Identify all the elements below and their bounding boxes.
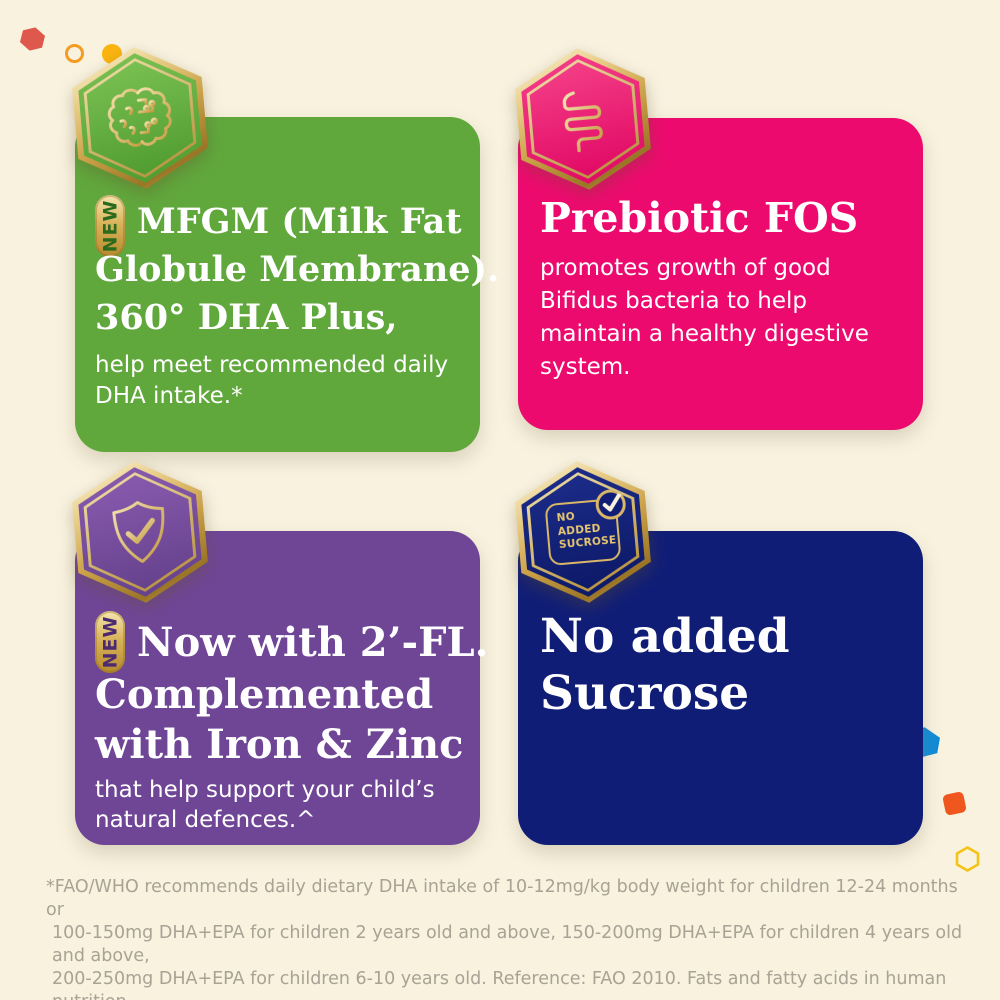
sucrose-heading-line1: No added: [540, 609, 790, 664]
mfgm-heading-line3: 360° DHA Plus,: [95, 297, 398, 338]
badge-icon-area: [527, 58, 639, 180]
new-ribbon-label: NEW: [99, 199, 121, 253]
intestine-icon: [543, 79, 623, 159]
prebiotic-body: promotes growth of good Bifidus bacteria…: [540, 255, 869, 380]
check-circle-icon: [592, 486, 629, 523]
no-added-sucrose-stamp-icon: NO ADDED SUCROSE: [544, 498, 621, 566]
shield-check-icon: [100, 492, 180, 572]
new-ribbon: NEW: [95, 611, 125, 673]
brain-circuit-icon: [100, 78, 180, 158]
footnote: *FAO/WHO recommends daily dietary DHA in…: [46, 876, 981, 1000]
badge-no-added-sucrose: NO ADDED SUCROSE: [512, 456, 654, 609]
twofl-body: that help support your child’s natural d…: [95, 777, 435, 833]
footnote-line: 100-150mg DHA+EPA for children 2 years o…: [52, 923, 963, 966]
badge-icon-area: [84, 57, 196, 179]
card-2fl-iron-zinc: NEW Now with 2’-FL. Complemented with Ir…: [75, 531, 489, 845]
footnote-line: *FAO/WHO recommends daily dietary DHA in…: [46, 877, 958, 920]
new-ribbon-label: NEW: [99, 615, 121, 669]
badge-brain: [69, 42, 211, 195]
decor-yellow-hexagon-outline: [955, 846, 980, 872]
footnote-line: 200-250mg DHA+EPA for children 6-10 year…: [52, 969, 947, 1000]
card-mfgm: NEW MFGM (Milk Fat Globule Membrane). 36…: [75, 117, 499, 452]
mfgm-body: help meet recommended daily DHA intake.*: [95, 352, 449, 409]
decor-orange-square: [942, 791, 967, 816]
twofl-heading-line2: Complemented: [95, 671, 434, 718]
mfgm-heading-line2: Globule Membrane).: [95, 249, 500, 290]
prebiotic-heading: Prebiotic FOS: [540, 194, 859, 242]
mfgm-heading-line1: MFGM (Milk Fat: [137, 201, 462, 242]
new-ribbon: NEW: [95, 195, 125, 257]
badge-icon-area: [84, 471, 196, 593]
decor-orange-ring: [65, 44, 84, 63]
twofl-heading-line3: with Iron & Zinc: [95, 721, 464, 768]
badge-intestine: [512, 43, 654, 196]
decor-red-hexagon: [18, 25, 46, 54]
twofl-heading-line1: Now with 2’-FL.: [137, 619, 489, 666]
badge-shield: [69, 456, 211, 609]
card-no-added-sucrose: NO ADDED SUCROSE No added Sucrose: [518, 531, 923, 845]
badge-icon-area: NO ADDED SUCROSE: [527, 471, 639, 593]
sucrose-heading-line2: Sucrose: [540, 666, 750, 721]
card-prebiotic-fos: Prebiotic FOS promotes growth of good Bi…: [518, 118, 923, 430]
